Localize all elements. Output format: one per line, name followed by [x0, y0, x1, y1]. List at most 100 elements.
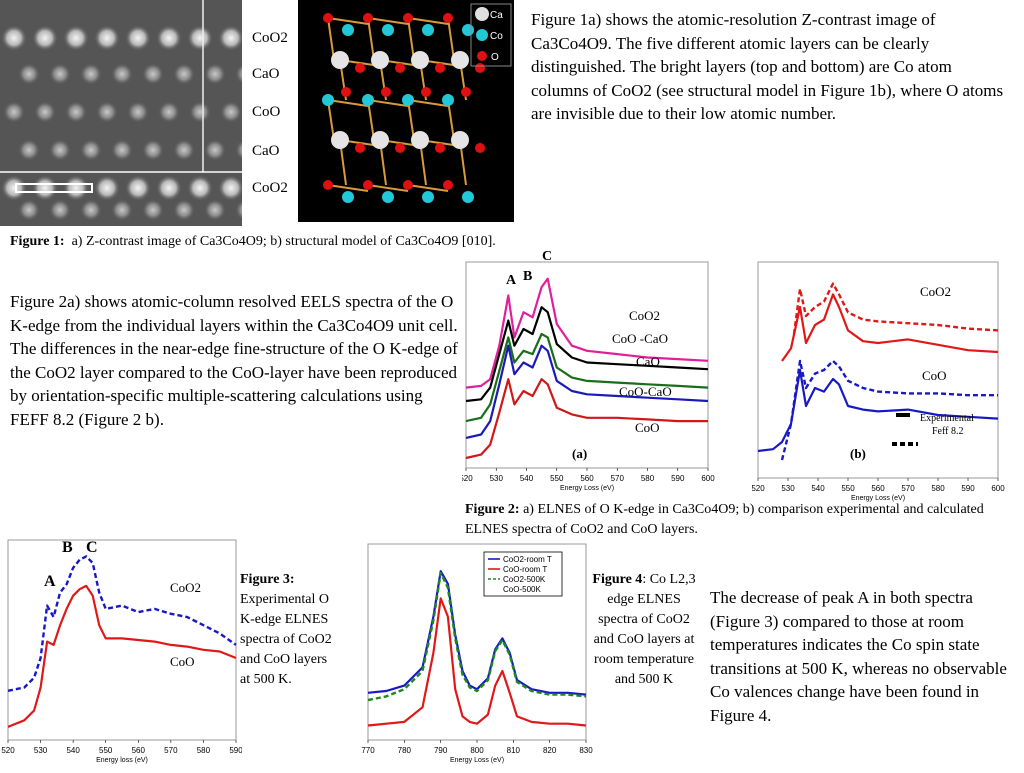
layer-label-2: CaO [252, 66, 280, 82]
x-tick-label: 570 [611, 474, 625, 483]
atom-column-spot [34, 101, 56, 123]
x-tick-label: 600 [991, 484, 1005, 493]
atom-column-spot [94, 25, 120, 51]
fig4-svg: 770 780 790 800 810 820 830 Energy Loss (eV) CoO… [361, 543, 593, 764]
atom-column-spot [220, 101, 242, 123]
series-line [367, 597, 587, 727]
series-line [780, 359, 998, 461]
x-tick-label: 770 [361, 746, 375, 755]
fig2b-svg: 520 530 540 550 560 570 580 590 600 Energy Loss (… [751, 261, 1005, 502]
series-line [465, 306, 709, 403]
o-legend-icon [477, 51, 487, 61]
layer-label: CoO [252, 104, 280, 121]
o-atom [381, 87, 391, 97]
o-atom [435, 143, 445, 153]
atom-column-spot [65, 101, 87, 123]
x-tick-label: 550 [550, 474, 564, 483]
layer-labels: CoO2 CaO CoO CaO CoO2 [252, 0, 300, 226]
x-tick-label: 570 [901, 484, 915, 493]
scale-bar [15, 183, 93, 193]
x-tick-label: 560 [580, 474, 594, 483]
o-atom [323, 13, 333, 23]
x-axis-label: Energy Loss (eV) [450, 757, 504, 764]
co-atom [382, 24, 394, 36]
co-legend-icon [476, 29, 488, 41]
curve-label-coo2-b: CoO2 [920, 284, 951, 299]
atom-column-spot [187, 175, 213, 201]
o-atom [395, 63, 405, 73]
figure3-caption-text: Experimental O K-edge ELNES spectra of C… [240, 592, 332, 687]
layer-label: CaO [252, 66, 280, 83]
o-atom [421, 87, 431, 97]
atom-column-spot [3, 101, 25, 123]
o-atom [403, 180, 413, 190]
bond [367, 99, 375, 141]
o-atom [475, 143, 485, 153]
peak-label-c: C [86, 539, 98, 556]
atom-column-spot [142, 63, 164, 85]
legend-entry: CoO2-room T [503, 555, 552, 564]
legend-co: Co [490, 31, 503, 42]
bond [367, 17, 375, 61]
x-tick-label: 790 [434, 746, 448, 755]
bond [327, 99, 335, 141]
bond [327, 17, 369, 25]
atom-column-spot [125, 175, 151, 201]
bond [407, 17, 415, 61]
atom-column-spot [96, 101, 118, 123]
atom-column-spot [173, 63, 195, 85]
bond [367, 99, 409, 107]
atom-column-spot [156, 175, 182, 201]
x-axis-label: Energy loss (eV) [96, 757, 148, 764]
figure2-caption-label: Figure 2: [465, 502, 520, 517]
series-line [465, 378, 708, 460]
bond [367, 184, 409, 192]
x-axis-label: Energy Loss (eV) [560, 485, 614, 492]
x-tick-label: 560 [871, 484, 885, 493]
bond [407, 17, 449, 25]
paragraph-fig1-text: Figure 1a) shows the atomic-resolution Z… [531, 10, 1004, 123]
x-tick-label: 580 [931, 484, 945, 493]
atom-column-spot [204, 63, 226, 85]
atom-column-spot [94, 175, 120, 201]
curve-label-coo-b: CoO [922, 368, 947, 383]
ca-atom [411, 51, 429, 69]
paragraph-fig1: Figure 1a) shows the atomic-resolution Z… [531, 8, 1011, 126]
structural-model-svg: Ca Co O [322, 3, 512, 203]
peak-label-c: C [542, 249, 552, 264]
series-line [757, 368, 999, 453]
fig3-chart: 520 530 540 550 560 570 580 590 Energy loss (eV)… [0, 534, 243, 768]
atom-column-spot [18, 199, 40, 221]
x-tick-label: 530 [490, 474, 504, 483]
co-atom [422, 191, 434, 203]
x-tick-label: 520 [1, 746, 15, 755]
figure4-caption: Figure 4: Co L2,3 edge ELNES spectra of … [588, 570, 700, 690]
atom-column-spot [111, 139, 133, 161]
x-tick-label: 590 [671, 474, 685, 483]
layer-label-3: CoO [252, 104, 281, 120]
atom-column-spot [156, 25, 182, 51]
x-tick-label: 550 [841, 484, 855, 493]
atom-column-spot [204, 139, 226, 161]
atom-column-spot [127, 101, 149, 123]
atom-column-spot [158, 101, 180, 123]
series-line [465, 344, 709, 439]
atom-column-spot [80, 199, 102, 221]
figure4-caption-label: Figure 4 [592, 572, 643, 587]
legend-ca: Ca [490, 10, 503, 21]
series-line [465, 277, 709, 389]
fig2b-chart: 520 530 540 550 560 570 580 590 600 Energy Loss (… [751, 256, 1008, 502]
o-atom [355, 143, 365, 153]
x-tick-label: 810 [507, 746, 521, 755]
atom-column-spot [63, 175, 89, 201]
legend-entry: CoO-500K [503, 585, 541, 594]
ca-atom [411, 131, 429, 149]
series-line [781, 293, 999, 362]
x-tick-label: 520 [752, 484, 765, 493]
legend-entry: CoO2-500K [503, 575, 546, 584]
co-atom [402, 94, 414, 106]
atom-column-spot [218, 25, 244, 51]
atom-column-spot [18, 139, 40, 161]
z-contrast-image-svg [0, 0, 257, 226]
co-atom [462, 24, 474, 36]
